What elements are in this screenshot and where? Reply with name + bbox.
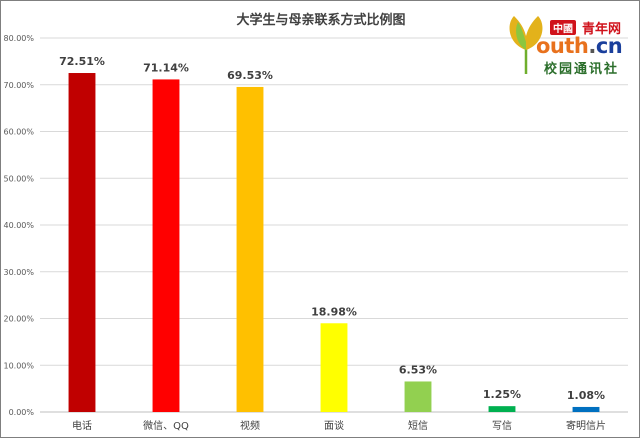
x-tick-label: 短信 [408,419,428,432]
x-tick-label: 微信、QQ [143,419,189,432]
logo-youth: outh [536,34,589,58]
logo-tld: cn [595,34,623,58]
bar [404,381,432,412]
y-tick-label: 50.00% [3,174,34,183]
logo-dot: . [588,34,596,58]
x-tick-label: 视频 [240,419,260,432]
x-axis-labels: 电话 微信、QQ 视频 面谈 短信 写信 寄明信片 [72,419,606,432]
y-tick-label: 0.00% [9,408,35,417]
bar [68,73,96,412]
y-axis-ticks: 0.00% 10.00% 20.00% 30.00% 40.00% 50.00% 60.00… [3,34,34,417]
value-label: 71.14% [143,61,189,74]
logo-badge: 中國 [550,20,576,35]
logo-brand: 青年网 [582,22,622,37]
bar [320,323,348,412]
site-logo: 中國 青年网 outh.cn 校园通讯社 [506,6,634,78]
ginkgo-leaf-icon [509,16,543,74]
value-labels: 72.51% 71.14% 69.53% 18.98% 6.53% 1.25% 1.08% [59,55,605,402]
y-tick-label: 30.00% [3,268,34,277]
value-label: 1.25% [483,388,521,401]
y-tick-label: 20.00% [3,315,34,324]
bar [152,79,180,412]
x-tick-label: 面谈 [324,419,344,432]
bars [68,73,600,412]
chart-title: 大学生与母亲联系方式比例图 [236,13,406,28]
bar [488,406,516,412]
y-tick-label: 70.00% [3,81,34,90]
bar [572,406,600,412]
value-label: 72.51% [59,55,105,68]
grid-lines [40,37,628,413]
value-label: 69.53% [227,69,273,82]
x-tick-label: 寄明信片 [566,419,606,432]
x-tick-label: 电话 [72,419,92,432]
value-label: 6.53% [399,363,437,376]
value-label: 18.98% [311,305,357,318]
x-tick-label: 写信 [492,420,512,432]
y-tick-label: 10.00% [3,361,34,370]
value-label: 1.08% [567,389,605,402]
logo-campus: 校园通讯社 [544,62,620,77]
bar [236,86,264,412]
y-tick-label: 40.00% [3,221,34,230]
logo-youth-domain: outh.cn [536,34,623,58]
y-tick-label: 80.00% [3,34,34,43]
y-tick-label: 60.00% [3,128,34,137]
